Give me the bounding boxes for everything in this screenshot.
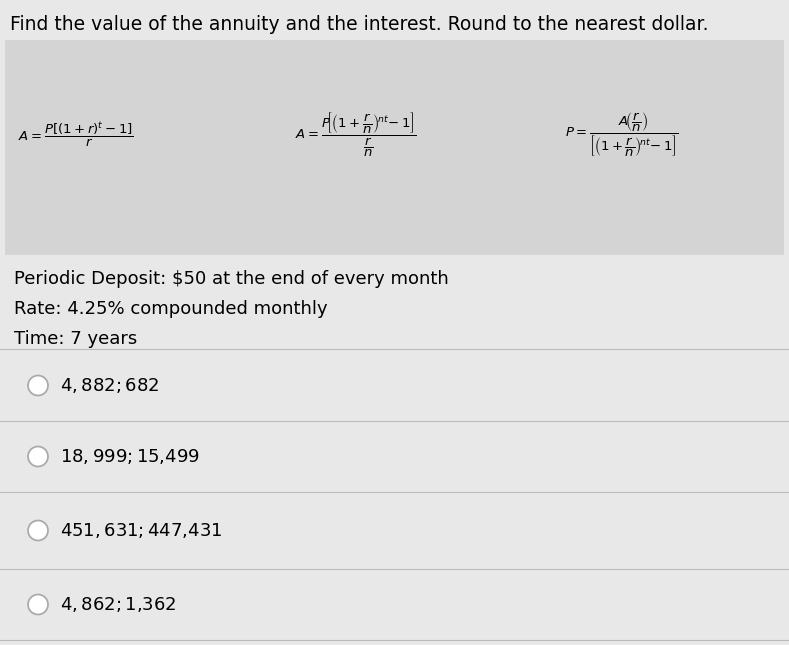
- FancyBboxPatch shape: [5, 40, 784, 255]
- Circle shape: [28, 595, 48, 615]
- Text: Periodic Deposit: $50 at the end of every month: Periodic Deposit: $50 at the end of ever…: [14, 270, 449, 288]
- Text: $P = \dfrac{A\!\left(\dfrac{r}{n}\right)}{\left[\left(1+\dfrac{r}{n}\right)^{\!n: $P = \dfrac{A\!\left(\dfrac{r}{n}\right)…: [565, 111, 679, 159]
- Text: $A = \dfrac{P[(1+r)^{t}-1]}{r}$: $A = \dfrac{P[(1+r)^{t}-1]}{r}$: [18, 121, 133, 150]
- Text: $451,631; $447,431: $451,631; $447,431: [60, 521, 222, 540]
- Text: Find the value of the annuity and the interest. Round to the nearest dollar.: Find the value of the annuity and the in…: [10, 15, 709, 34]
- Text: $4,862; $1,362: $4,862; $1,362: [60, 595, 177, 614]
- Text: Time: 7 years: Time: 7 years: [14, 330, 137, 348]
- Circle shape: [28, 375, 48, 395]
- Text: $A = \dfrac{P\!\left[\left(1+\dfrac{r}{n}\right)^{\!nt}\!-1\right]}{\dfrac{r}{n}: $A = \dfrac{P\!\left[\left(1+\dfrac{r}{n…: [295, 111, 417, 159]
- Text: $4,882; $682: $4,882; $682: [60, 376, 159, 395]
- Circle shape: [28, 446, 48, 466]
- Text: Rate: 4.25% compounded monthly: Rate: 4.25% compounded monthly: [14, 300, 327, 318]
- Circle shape: [28, 521, 48, 541]
- Text: $18,999; $15,499: $18,999; $15,499: [60, 447, 200, 466]
